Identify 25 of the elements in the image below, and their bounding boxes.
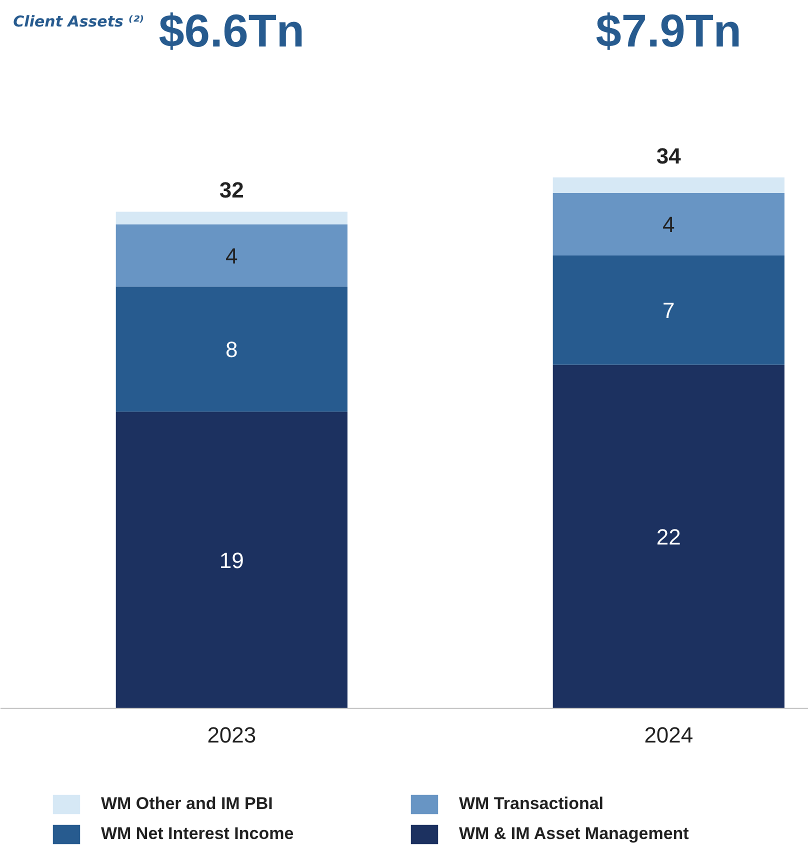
bar	[116, 412, 348, 708]
legend-label: WM Transactional	[459, 794, 605, 814]
total-label: 32	[219, 178, 244, 203]
bar	[552, 364, 784, 708]
data-label: 7	[662, 298, 675, 324]
bar	[116, 286, 348, 412]
bar	[116, 212, 348, 224]
data-label: 22	[656, 524, 681, 550]
bar	[552, 255, 784, 365]
bar	[552, 177, 784, 193]
data-label: 4	[662, 212, 675, 238]
legend-label: WM Net Interest Income	[101, 824, 295, 844]
text: $6.6Tn	[158, 4, 305, 56]
legend-label: WM Other and IM PBI	[101, 794, 274, 814]
data-label: 19	[219, 548, 244, 574]
text: $7.9Tn	[596, 4, 742, 56]
bar	[116, 224, 348, 287]
total-label: 34	[656, 143, 682, 168]
data-label: 8	[226, 337, 238, 362]
data-label: 4	[226, 243, 238, 268]
bar	[552, 192, 784, 256]
x-tick-label: 2024	[644, 722, 694, 748]
text: Client Assets ⁽²⁾	[13, 12, 144, 30]
legend-label: WM & IM Asset Management	[459, 824, 690, 844]
x-tick-label: 2023	[207, 722, 256, 748]
